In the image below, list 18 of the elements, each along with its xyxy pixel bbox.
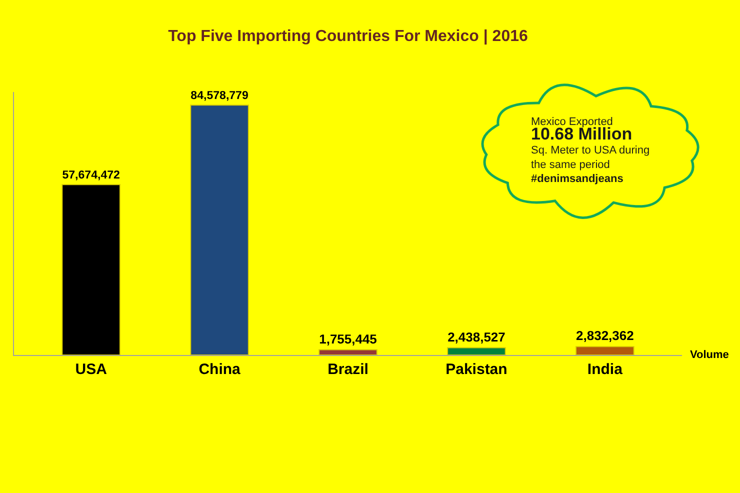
x-tick-label: Brazil [328, 361, 368, 378]
bar [318, 349, 378, 355]
x-tick-label: Pakistan [446, 361, 508, 378]
data-label: 2,438,527 [448, 329, 506, 344]
bar [190, 104, 249, 355]
x-tick-label: USA [75, 361, 108, 378]
data-label: 2,832,362 [576, 328, 634, 344]
data-label: 1,755,445 [319, 331, 377, 346]
x-tick-label: China [198, 361, 242, 378]
bar [576, 346, 634, 355]
data-label: 57,674,472 [62, 170, 120, 182]
chart-title: Top Five Importing Countries For Mexico | 2016 [168, 28, 528, 46]
x-axis-title: Volume [690, 349, 729, 361]
x-tick-label: India [587, 361, 624, 378]
bar [447, 347, 506, 355]
bar [62, 184, 120, 355]
data-label: 84,578,779 [190, 90, 248, 102]
annotation: Mexico Exported 10.68 Million Sq. Meter to USA during the same period #denimsandjeans [531, 116, 650, 186]
